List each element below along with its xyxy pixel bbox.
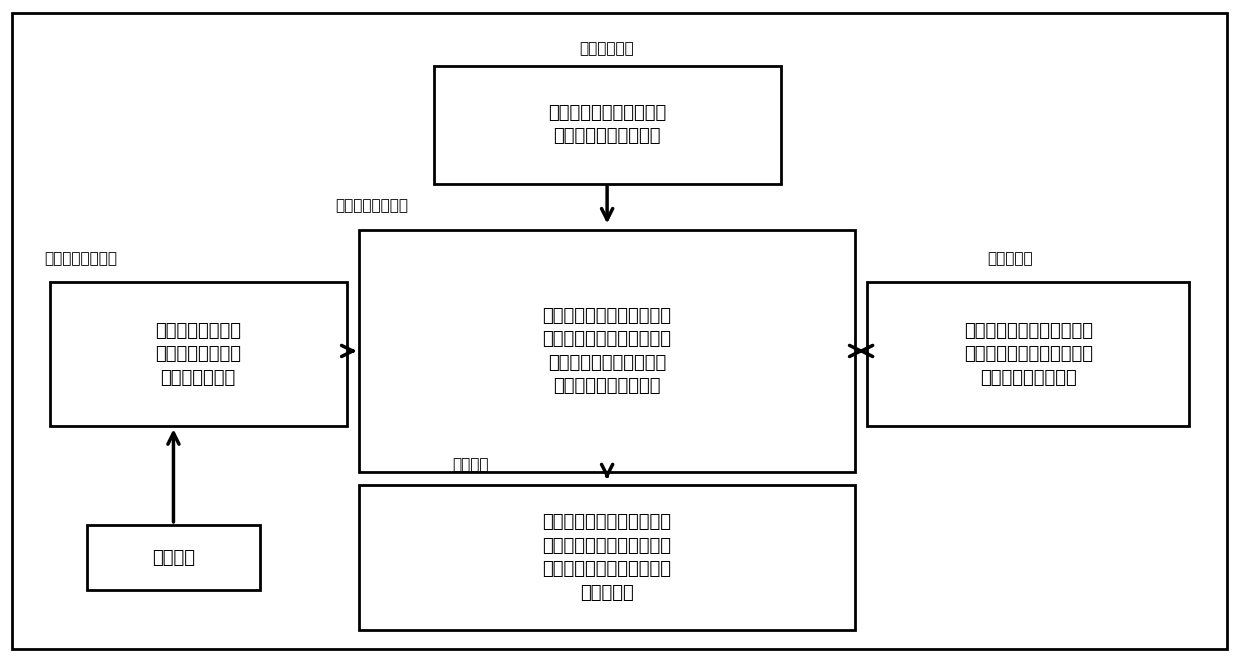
Text: 导入信息，分析各治疗方案
对患者的预期药效和不良反
应，选择最佳的治疗方案
（药物种类，剂量等）: 导入信息，分析各治疗方案 对患者的预期药效和不良反 应，选择最佳的治疗方案 （药… — [543, 306, 672, 396]
FancyBboxPatch shape — [359, 230, 855, 472]
FancyBboxPatch shape — [359, 485, 855, 630]
Text: 患者样本: 患者样本 — [152, 548, 195, 567]
FancyBboxPatch shape — [87, 525, 260, 590]
Text: 药物基因检测模块: 药物基因检测模块 — [45, 251, 116, 266]
Text: 报告模块: 报告模块 — [452, 457, 489, 472]
Text: 数据库模块: 数据库模块 — [987, 251, 1032, 266]
FancyBboxPatch shape — [867, 282, 1189, 426]
Text: 药物转运、代谢、
药效、毒性等重要
基因位点的信息: 药物转运、代谢、 药效、毒性等重要 基因位点的信息 — [155, 321, 242, 387]
Text: 按照报告模板导出生成初步
治疗方案报告，报告包括治
疗方案，预期药效和不良反
应风险等。: 按照报告模板导出生成初步 治疗方案报告，报告包括治 疗方案，预期药效和不良反 应… — [543, 513, 672, 602]
Text: 初步方案制定模块: 初步方案制定模块 — [336, 198, 408, 213]
Text: 临床使用信息包含心血管临
床指导原则、药物使用禁忌
和药物之间相互作用: 临床使用信息包含心血管临 床指导原则、药物使用禁忌 和药物之间相互作用 — [964, 321, 1093, 387]
Text: 患者基本信息、疾病状态
指标；肝肾功能状况；: 患者基本信息、疾病状态 指标；肝肾功能状况； — [548, 104, 667, 146]
FancyBboxPatch shape — [50, 282, 347, 426]
Text: 患者信息模块: 患者信息模块 — [580, 41, 634, 56]
FancyBboxPatch shape — [12, 13, 1227, 649]
FancyBboxPatch shape — [434, 66, 781, 184]
